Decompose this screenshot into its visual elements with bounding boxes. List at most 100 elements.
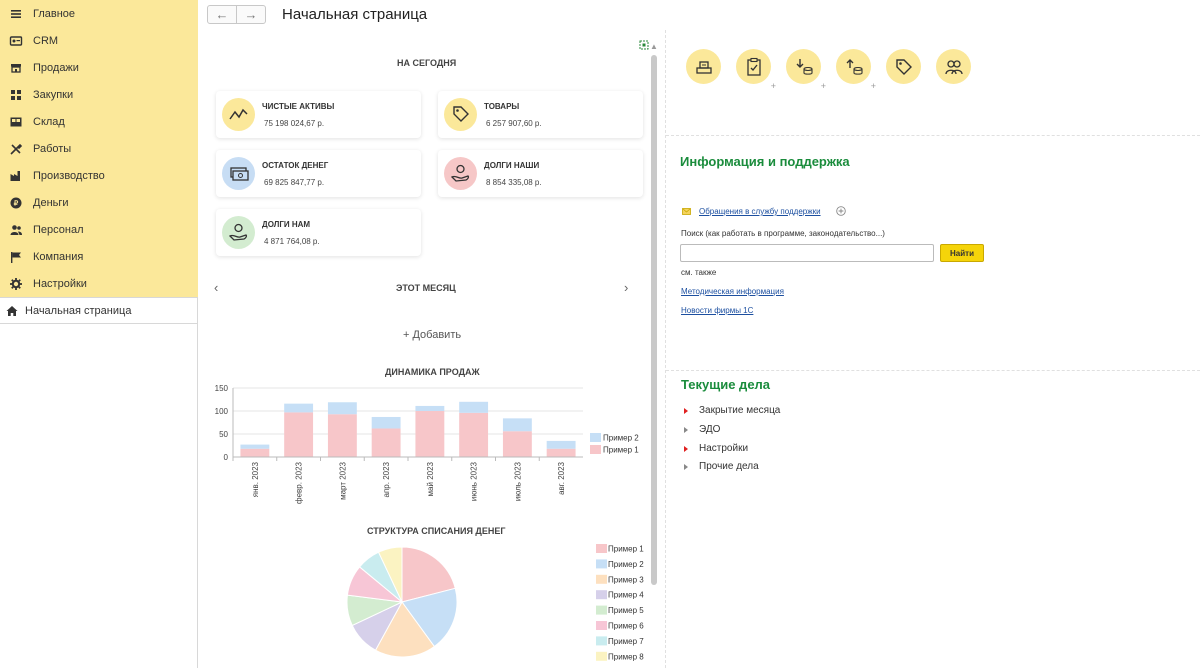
task-item-month-close[interactable]: Закрытие месяца [684,405,780,416]
card-cash-balance[interactable]: ОСТАТОК ДЕНЕГ 69 825 847,77 р. [216,150,421,197]
add-circle-icon[interactable] [836,206,846,216]
upload-coins-icon [846,59,863,75]
sidebar-item-settings[interactable]: Настройки [0,270,197,297]
card-title: ДОЛГИ НАШИ [484,161,540,170]
sidebar-item-personnel[interactable]: Персонал [0,216,197,243]
sidebar-item-crm[interactable]: CRM [0,27,197,54]
money-structure-chart: Пример 1 Пример 2 Пример 3 Пример 4 Пример 5… [346,544,644,661]
bar-Пример 2[interactable] [415,405,445,411]
legend-swatch [590,445,601,454]
back-button[interactable]: ← [208,6,237,23]
bar-Пример 2[interactable] [371,416,401,429]
sidebar-item-home[interactable]: Начальная страница [0,297,197,324]
task-label: Прочие дела [699,461,759,472]
bar-Пример 1[interactable] [284,412,314,457]
bar-Пример 1[interactable] [327,414,357,457]
panel-divider [665,30,666,668]
chevron-right-icon[interactable]: › [624,280,629,295]
quick-actions: + + + [683,47,983,91]
customize-icon[interactable] [639,40,649,50]
card-our-debts[interactable]: ДОЛГИ НАШИ 8 854 335,08 р. [438,150,643,197]
action-icon-bg [786,49,821,84]
legend-label: Пример 5 [608,606,644,615]
clipboard-check-icon [747,57,761,76]
card-goods[interactable]: ТОВАРЫ 6 257 907,60 р. [438,91,643,138]
bar-Пример 2[interactable] [459,401,489,413]
action-icon-bg [736,49,771,84]
y-tick-label: 100 [215,407,229,416]
forward-button[interactable]: → [237,6,265,23]
bar-Пример 1[interactable] [415,411,445,457]
x-tick-label: янв. 2023 [251,461,260,497]
sidebar-item-works[interactable]: Работы [0,135,197,162]
add-button[interactable]: + Добавить [403,329,462,341]
legend-swatch [596,574,607,584]
search-label: Поиск (как работать в программе, законод… [681,229,885,238]
pie-slice-Пример 1[interactable] [401,546,456,603]
action-checklist[interactable]: + [733,47,776,91]
action-receipt[interactable]: + [783,47,826,91]
expand-arrow-icon [684,445,688,452]
pie-chart-title: СТРУКТУРА СПИСАНИЯ ДЕНЕГ [367,526,506,536]
card-net-assets[interactable]: ЧИСТЫЕ АКТИВЫ 75 198 024,67 р. [216,91,421,138]
pie-slice-Пример 2[interactable] [401,587,458,648]
methodical-info-link[interactable]: Методическая информация [681,287,784,296]
company-news-link[interactable]: Новости фирмы 1С [681,306,754,315]
card-value: 8 854 335,08 р. [486,178,542,187]
task-label: Настройки [699,443,749,454]
legend-label: Пример 1 [603,446,639,455]
pie-slice-Пример 8[interactable] [377,546,403,603]
action-counterparties[interactable] [933,47,973,87]
x-tick-label: апр. 2023 [382,461,391,497]
support-requests-link[interactable]: Обращения в службу поддержки [699,207,821,216]
scroll-up-arrow[interactable]: ▲ [650,42,658,51]
bar-Пример 2[interactable] [327,402,357,415]
search-button[interactable]: Найти [940,244,984,262]
bar-Пример 1[interactable] [371,428,401,457]
plus-icon: + [870,81,876,91]
task-item-settings[interactable]: Настройки [684,443,748,454]
card-value: 75 198 024,67 р. [264,119,325,128]
bar-Пример 1[interactable] [546,448,576,457]
bar-Пример 1[interactable] [240,448,270,457]
bar-Пример 2[interactable] [240,444,270,449]
task-item-other[interactable]: Прочие дела [684,461,759,472]
hamburger-icon [11,9,21,18]
factory-icon [10,170,20,181]
scrollbar[interactable] [651,55,657,585]
bar-Пример 1[interactable] [502,431,532,457]
hand-coin-icon [228,223,248,241]
today-title: НА СЕГОДНЯ [397,58,457,68]
action-prices[interactable] [883,47,923,87]
card-value: 6 257 907,60 р. [486,119,542,128]
sidebar-item-warehouse[interactable]: Склад [0,108,197,135]
card-debts-to-us[interactable]: ДОЛГИ НАМ 4 871 764,08 р. [216,209,421,256]
purchases-icon [11,89,21,100]
sidebar-item-purchases[interactable]: Закупки [0,81,197,108]
sidebar-item-sales[interactable]: Продажи [0,54,197,81]
warehouse-icon [10,117,22,126]
plus-icon: + [770,81,776,91]
chevron-left-icon[interactable]: ‹ [214,280,219,295]
money-stack-icon [230,167,249,181]
card-title: ОСТАТОК ДЕНЕГ [262,161,329,170]
x-tick-label: авг. 2023 [557,461,566,494]
action-cash-register[interactable] [683,47,723,87]
bar-Пример 2[interactable] [284,403,314,413]
sidebar-item-money[interactable]: ₽ Деньги [0,189,197,216]
users-icon [945,60,963,75]
action-payment[interactable]: + [833,47,876,91]
sidebar-item-production[interactable]: Производство [0,162,197,189]
legend-label: Пример 6 [608,622,644,631]
bar-Пример 2[interactable] [502,418,532,432]
sidebar-item-company[interactable]: Компания [0,243,197,270]
search-input[interactable] [680,244,934,262]
pie-slice-Пример 3[interactable] [374,601,436,658]
sidebar-item-main[interactable]: Главное [0,0,197,27]
card-icon-bg [444,98,477,131]
sidebar-item-label: Склад [33,115,65,128]
bar-Пример 1[interactable] [459,412,489,457]
bar-Пример 2[interactable] [546,440,576,449]
expand-arrow-icon [684,463,688,470]
task-item-edo[interactable]: ЭДО [684,424,720,435]
